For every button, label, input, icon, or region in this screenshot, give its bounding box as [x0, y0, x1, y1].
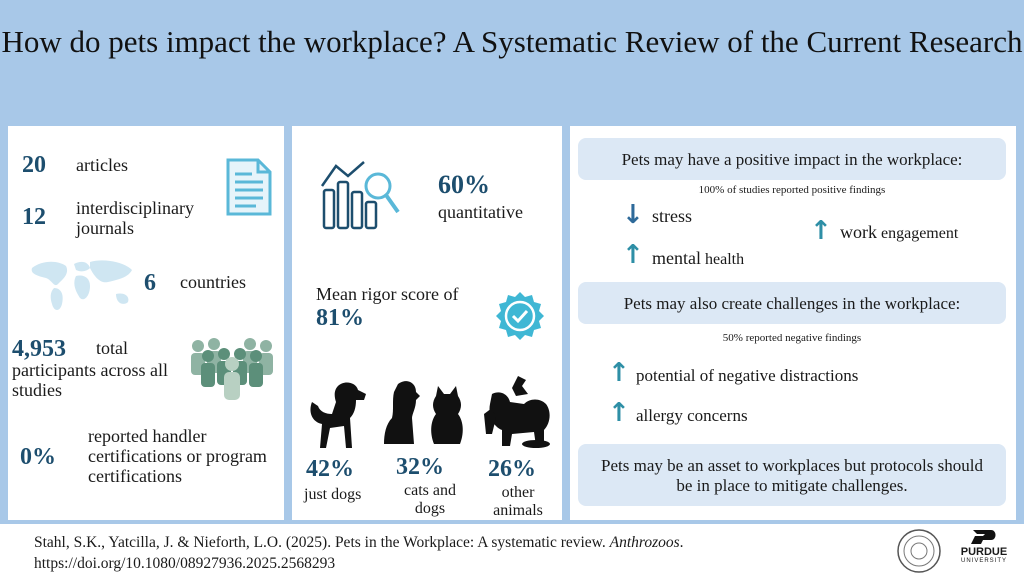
rigor-score: Mean rigor score of 81% [316, 282, 486, 331]
methods-panel: 60% quantitative Mean rigor score of 81%… [292, 126, 562, 520]
articles-label: articles [76, 155, 128, 175]
negative-heading: Pets may also create challenges in the w… [623, 294, 961, 313]
rigor-percent: 81% [316, 305, 364, 331]
arrow-up-icon: ↑ [810, 216, 832, 246]
journals-label: interdisciplinary journals [76, 198, 194, 238]
arrow-up-icon: ↑ [608, 398, 630, 428]
purdue-logo-subtext: UNIVERSITY [960, 558, 1007, 564]
dogs-label: just dogs [304, 486, 362, 503]
stats-panel: 20 articles 12 interdisciplinary journal… [8, 126, 284, 520]
allergy-label: allergy concerns [636, 406, 748, 425]
citation-period: . [679, 534, 684, 551]
mental-label: mental [652, 248, 701, 268]
mental-health-label: mental health [652, 248, 744, 269]
articles-count: 20 [22, 152, 46, 178]
countries-count: 6 [144, 270, 156, 296]
university-seal-icon [896, 528, 942, 576]
participants-label: participants across all studies [12, 360, 168, 400]
findings-panel: Pets may have a positive impact in the w… [570, 126, 1016, 520]
footer [0, 524, 1024, 576]
conclusion-box [578, 444, 1006, 506]
participants-label-total: total [96, 338, 128, 358]
cats-dogs-label: cats and dogs [404, 482, 456, 517]
journals-count: 12 [22, 204, 46, 230]
positive-heading: Pets may have a positive impact in the w… [621, 150, 963, 169]
certification-percent: 0% [20, 444, 56, 470]
conclusion-text: Pets may be an asset to workplaces but p… [601, 456, 983, 495]
cats-dogs-percent: 32% [396, 454, 444, 480]
dogs-percent: 42% [306, 456, 354, 482]
bar-chart-magnifier-icon [318, 156, 404, 237]
arrow-down-icon: ↓ [622, 200, 644, 230]
health-label: health [704, 251, 745, 268]
arrow-up-icon: ↑ [622, 240, 644, 270]
work-engagement-label: work engagement [840, 222, 958, 243]
other-animals-label: other animals [493, 484, 543, 519]
stress-label: stress [652, 206, 692, 226]
dog-icon [302, 378, 372, 459]
purdue-logo-text: PURDUE [960, 546, 1008, 558]
world-map-icon [28, 258, 136, 319]
negative-heading-box [578, 282, 1006, 324]
page-title: How do pets impact the workplace? A Syst… [1, 24, 1023, 59]
positive-subheading: 100% of studies reported positive findin… [698, 184, 886, 196]
cat-and-dog-icon [378, 378, 466, 453]
other-animals-icon [478, 374, 558, 455]
quantitative-percent: 60% [438, 170, 490, 199]
other-animals-percent: 26% [488, 456, 536, 482]
positive-heading-box [578, 138, 1006, 180]
arrow-up-icon: ↑ [608, 358, 630, 388]
citation-authors: Stahl, S.K., Yatcilla, J. & Nieforth, L.… [34, 534, 606, 551]
countries-label: countries [180, 272, 246, 292]
checkmark-badge-icon [494, 290, 546, 347]
certification-label: reported handler certifications or progr… [88, 426, 267, 486]
people-group-icon [186, 336, 278, 407]
purdue-logo-icon: PURDUE UNIVERSITY [952, 528, 1016, 564]
rigor-label: Mean rigor score of [316, 284, 459, 304]
distractions-label: potential of negative distractions [636, 366, 859, 385]
engagement-label: engagement [881, 225, 959, 242]
negative-subheading: 50% reported negative findings [722, 332, 862, 344]
document-icon [222, 154, 274, 223]
participants-count: 4,953 [12, 336, 66, 362]
work-label: work [840, 222, 877, 242]
citation-journal: Anthrozoos [609, 534, 680, 551]
citation: Stahl, S.K., Yatcilla, J. & Nieforth, L.… [34, 532, 684, 574]
citation-doi[interactable]: https://doi.org/10.1080/08927936.2025.25… [34, 555, 336, 572]
quantitative-label: quantitative [438, 202, 523, 222]
